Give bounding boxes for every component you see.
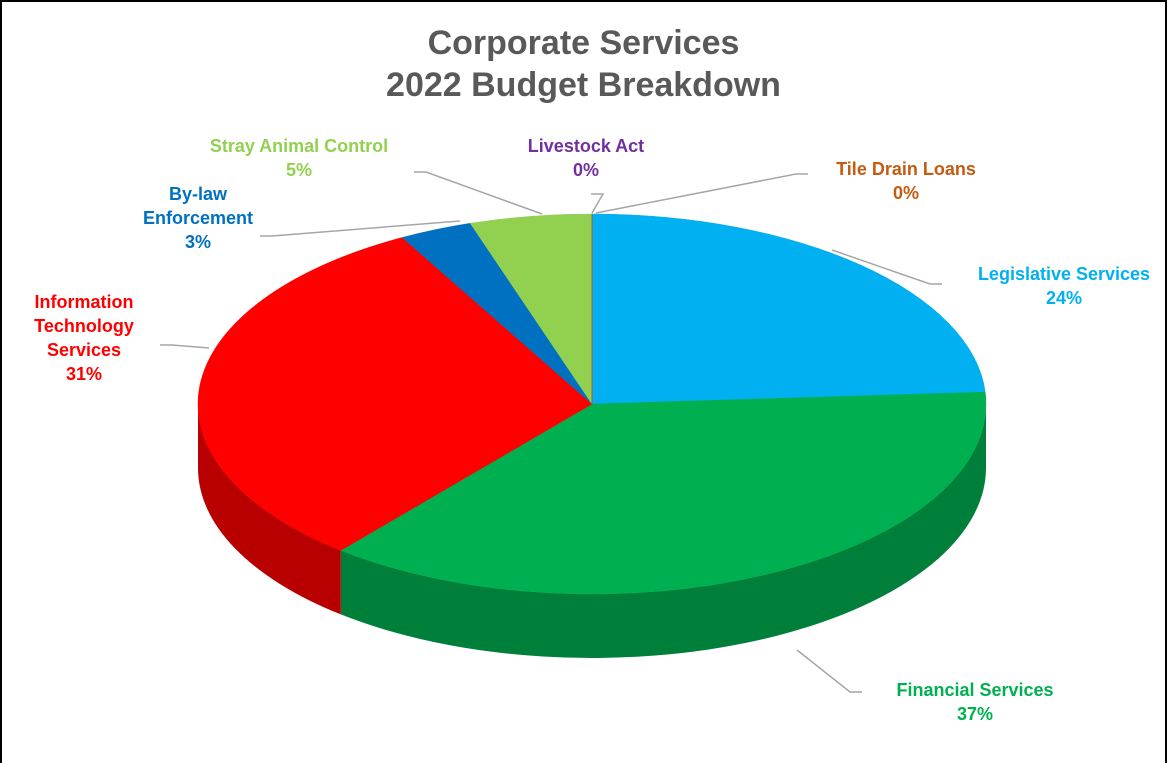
label-value: 24% xyxy=(1045,288,1083,308)
leader-line xyxy=(260,220,461,237)
data-label: Financial Services 37% xyxy=(865,678,1085,726)
data-label: By-law Enforcement 3% xyxy=(128,182,268,254)
slice-side xyxy=(340,404,986,658)
label-value: 31% xyxy=(65,364,103,384)
leader-line xyxy=(160,344,210,349)
data-label: Legislative Services 24% xyxy=(954,262,1167,310)
data-label: Tile Drain Loans 0% xyxy=(806,157,1006,205)
label-name: Stray Animal Control xyxy=(209,136,389,156)
label-name: Financial Services xyxy=(896,680,1054,700)
label-name: Tile Drain Loans xyxy=(836,159,976,179)
leader-line xyxy=(414,171,543,215)
data-label: Information Technology Services 31% xyxy=(9,290,159,386)
label-name: Information Technology Services xyxy=(34,292,134,360)
leader-line xyxy=(595,173,808,214)
data-label: Stray Animal Control 5% xyxy=(169,134,429,182)
slice xyxy=(591,213,986,405)
label-value: 0% xyxy=(572,160,599,180)
slice-side xyxy=(198,404,341,615)
label-name: Livestock Act xyxy=(527,136,645,156)
label-value: 5% xyxy=(285,160,312,180)
label-value: 37% xyxy=(956,704,994,724)
leader-line xyxy=(591,193,605,214)
label-value: 0% xyxy=(892,183,919,203)
slice xyxy=(340,391,987,595)
chart-subtitle: 2022 Budget Breakdown xyxy=(386,66,781,104)
chart-title: Corporate Services xyxy=(427,24,740,62)
label-name: Legislative Services xyxy=(977,264,1151,284)
leader-line xyxy=(796,649,862,693)
leader-line xyxy=(831,249,942,285)
slice xyxy=(197,237,593,551)
data-label: Livestock Act 0% xyxy=(486,134,686,182)
label-value: 3% xyxy=(184,232,211,252)
label-name: By-law Enforcement xyxy=(142,184,254,228)
